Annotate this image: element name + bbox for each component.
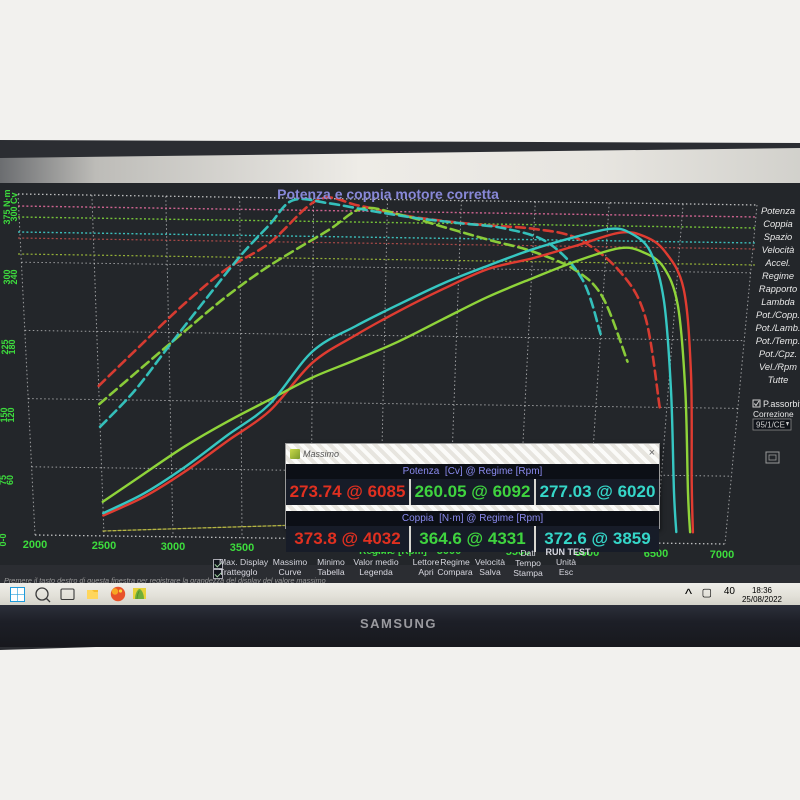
svg-text:3000: 3000 xyxy=(161,541,185,553)
svg-text:Tutte: Tutte xyxy=(768,375,789,385)
svg-text:Pot./Cpz.: Pot./Cpz. xyxy=(759,349,797,359)
svg-text:P.assorbita: P.assorbita xyxy=(763,399,800,409)
svg-text:Rapporto: Rapporto xyxy=(759,284,797,294)
svg-text:Spazio: Spazio xyxy=(764,232,792,242)
svg-text:Pot./Copp.: Pot./Copp. xyxy=(756,310,800,320)
svg-text:3500: 3500 xyxy=(230,542,254,554)
svg-text:2500: 2500 xyxy=(92,540,116,552)
svg-text:Pot./Lamb.: Pot./Lamb. xyxy=(756,323,800,333)
svg-text:Pot./Temp.: Pot./Temp. xyxy=(756,336,800,346)
svg-text:7000: 7000 xyxy=(710,549,734,561)
svg-text:Lambda: Lambda xyxy=(761,297,795,307)
svg-text:120: 120 xyxy=(6,407,16,422)
svg-text:60: 60 xyxy=(5,475,15,485)
svg-text:Regime: Regime xyxy=(762,271,794,281)
svg-text:Vel./Rpm: Vel./Rpm xyxy=(759,362,797,372)
svg-text:2000: 2000 xyxy=(23,539,47,551)
svg-text:95/1/CE: 95/1/CE xyxy=(756,421,785,430)
svg-text:300 Cv: 300 Cv xyxy=(9,192,19,221)
svg-text:Accel.: Accel. xyxy=(764,258,790,268)
svg-text:180: 180 xyxy=(7,339,17,354)
svg-text:Velocità: Velocità xyxy=(762,245,795,255)
svg-text:240: 240 xyxy=(9,269,19,284)
svg-text:Potenza: Potenza xyxy=(761,206,795,216)
svg-text:Coppia: Coppia xyxy=(763,219,792,229)
svg-text:0-0: 0-0 xyxy=(0,533,8,546)
svg-text:Correzione: Correzione xyxy=(753,409,794,419)
svg-text:Potenza e coppia motore corret: Potenza e coppia motore corretta xyxy=(277,186,499,202)
